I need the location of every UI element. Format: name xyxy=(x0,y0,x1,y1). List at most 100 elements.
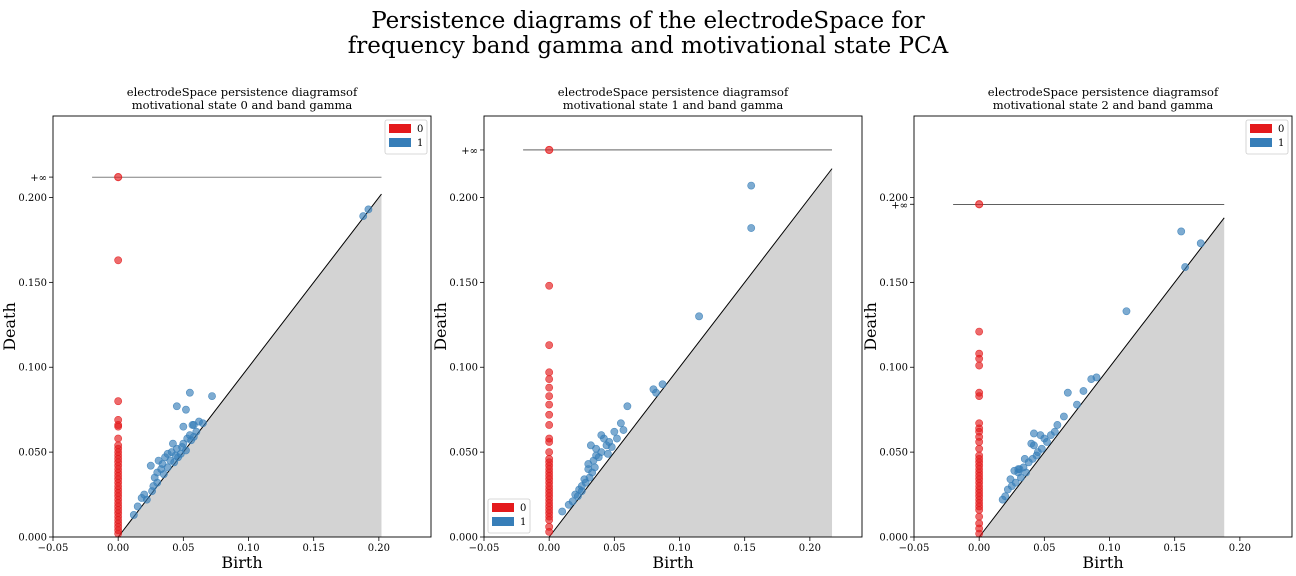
point-h1 xyxy=(208,392,216,401)
diagonal-line xyxy=(978,217,1225,538)
legend-swatch-1 xyxy=(389,138,411,147)
legend-swatch-1 xyxy=(492,517,514,526)
x-tick-label: 0.15 xyxy=(734,543,756,554)
point-h1 xyxy=(658,380,667,389)
point-h1 xyxy=(1030,441,1038,450)
x-tick-label: 0.00 xyxy=(968,543,990,554)
point-h1 xyxy=(1122,307,1131,316)
legend: 01 xyxy=(384,119,428,155)
point-h1 xyxy=(1196,239,1205,248)
point-h1 xyxy=(153,478,162,487)
point-h1 xyxy=(1050,427,1059,436)
y-tick-label: 0.000 xyxy=(879,533,908,544)
legend-label-0: 0 xyxy=(1278,124,1284,135)
point-h1 xyxy=(185,388,194,397)
point-h0 xyxy=(975,327,984,336)
point-h0 xyxy=(114,434,123,443)
point-h1 xyxy=(1016,473,1025,482)
x-tick-label: 0.15 xyxy=(1164,543,1186,554)
point-h1 xyxy=(695,312,703,321)
point-h1 xyxy=(1053,421,1062,429)
x-tick-label: −0.05 xyxy=(899,543,930,554)
y-tick-label: 0.100 xyxy=(18,363,47,374)
point-h1 xyxy=(1022,468,1030,477)
panel-1: electrodeSpace persistence diagramsofmot… xyxy=(431,85,863,572)
y-tick-label: 0.000 xyxy=(449,533,478,544)
point-h1 xyxy=(1001,492,1010,501)
point-h1 xyxy=(613,434,621,443)
subplot-title-line-1: electrodeSpace persistence diagramsof xyxy=(988,85,1219,99)
x-tick-label: 0.05 xyxy=(603,543,625,554)
point-h1 xyxy=(603,449,612,458)
axes-frame xyxy=(913,115,1293,538)
point-h1 xyxy=(179,422,188,431)
legend: 01 xyxy=(1245,119,1289,155)
legend-swatch-0 xyxy=(389,124,411,133)
x-tick-label: 0.15 xyxy=(303,543,325,554)
point-h1 xyxy=(198,419,207,428)
point-h0 xyxy=(545,448,554,457)
y-axis-label: Death xyxy=(431,302,450,351)
point-h0-infinite xyxy=(545,145,554,155)
y-tick-label: 0.000 xyxy=(18,533,47,544)
point-h1 xyxy=(142,495,151,504)
subplot-title-line-2: motivational state 0 and band gamma xyxy=(132,98,353,112)
point-h0 xyxy=(975,444,984,453)
x-axis-label: Birth xyxy=(652,553,693,572)
point-h1 xyxy=(652,388,660,397)
point-h1 xyxy=(146,461,155,470)
point-h1 xyxy=(169,439,177,448)
legend-label-1: 1 xyxy=(1278,138,1284,149)
x-tick-label: 0.20 xyxy=(799,543,821,554)
point-h1 xyxy=(1037,444,1046,453)
diagonal-line xyxy=(548,168,833,538)
point-h1 xyxy=(619,426,628,434)
point-h1 xyxy=(1177,227,1186,236)
point-h0 xyxy=(975,438,984,446)
legend-label-1: 1 xyxy=(520,517,526,528)
point-h1 xyxy=(359,212,368,221)
point-h1 xyxy=(1011,478,1020,487)
y-tick-label: 0.200 xyxy=(879,193,908,204)
point-h1 xyxy=(182,405,190,414)
legend-label-1: 1 xyxy=(417,138,423,149)
y-tick-label: 0.100 xyxy=(449,363,478,374)
point-h1 xyxy=(1063,388,1072,397)
point-h1 xyxy=(597,431,606,440)
axes-frame xyxy=(52,115,432,538)
y-tick-label: 0.150 xyxy=(879,278,908,289)
point-h1 xyxy=(1059,412,1068,421)
x-tick-label: 0.10 xyxy=(237,543,259,554)
y-tick-label: 0.150 xyxy=(18,278,47,289)
y-tick-label: 0.200 xyxy=(449,193,478,204)
y-tick-label: 0.050 xyxy=(449,448,478,459)
point-h1 xyxy=(581,478,590,487)
point-h1 xyxy=(747,224,756,232)
point-h1 xyxy=(159,470,168,479)
point-h0 xyxy=(545,528,554,536)
point-h0 xyxy=(545,392,554,401)
panel-0: electrodeSpace persistence diagramsofmot… xyxy=(0,85,432,572)
point-h1 xyxy=(133,502,142,511)
point-h1 xyxy=(568,497,577,506)
point-h0 xyxy=(975,529,984,538)
below-diagonal-area xyxy=(979,217,1225,537)
point-h1 xyxy=(747,181,756,190)
legend-swatch-0 xyxy=(1250,124,1272,133)
x-tick-label: −0.05 xyxy=(38,543,69,554)
point-h1 xyxy=(1043,438,1051,446)
point-h1 xyxy=(577,487,586,496)
x-tick-label: 0.05 xyxy=(1033,543,1055,554)
point-h0-infinite xyxy=(114,173,123,182)
point-h1 xyxy=(610,427,619,436)
y-axis-label: Death xyxy=(861,302,880,351)
panel-2: electrodeSpace persistence diagramsofmot… xyxy=(861,85,1293,572)
point-h1 xyxy=(1079,387,1088,395)
point-h0 xyxy=(975,354,984,363)
point-h1 xyxy=(616,419,625,428)
point-h1 xyxy=(189,421,198,429)
legend-swatch-1 xyxy=(1250,138,1272,147)
point-h0 xyxy=(545,421,554,429)
figure-title-line-2: frequency band gamma and motivational st… xyxy=(347,33,949,59)
